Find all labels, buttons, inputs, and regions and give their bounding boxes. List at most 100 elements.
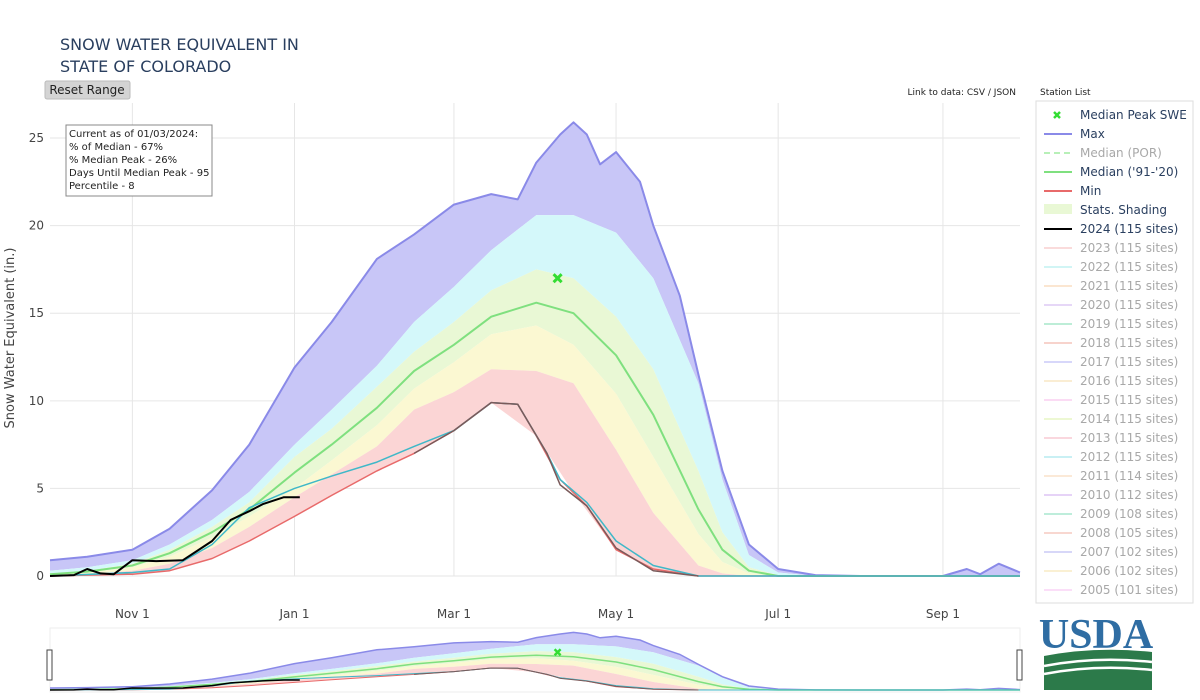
data-link[interactable]: Link to data: CSV / JSON <box>908 88 1016 98</box>
legend-label: 2024 (115 sites) <box>1080 222 1178 236</box>
legend-label: 2005 (101 sites) <box>1080 583 1178 597</box>
x-tick-label: May 1 <box>598 607 634 621</box>
x-tick-labels: Nov 1 Jan 1 Mar 1 May 1 Jul 1 Sep 1 <box>115 607 960 621</box>
legend-item[interactable]: 2023 (115 sites) <box>1044 241 1178 255</box>
reset-range-button[interactable]: Reset Range <box>44 80 131 100</box>
slider-band <box>50 663 1020 690</box>
slider-series-line <box>414 667 699 691</box>
series-lines <box>49 121 1021 577</box>
series-2018-115-sites <box>413 401 699 577</box>
legend-label: 2019 (115 sites) <box>1080 317 1178 331</box>
legend-label: 2012 (115 sites) <box>1080 450 1178 464</box>
legend-item[interactable]: Median (POR) <box>1044 146 1162 160</box>
chart-title-line-1: SNOW WATER EQUIVALENT IN <box>60 35 299 54</box>
x-tick-label: Mar 1 <box>437 607 471 621</box>
legend-box <box>1035 100 1194 604</box>
legend-label: 2020 (115 sites) <box>1080 298 1178 312</box>
markers <box>552 273 563 284</box>
annotation-line-1: Current as of 01/03/2024: <box>69 129 198 140</box>
legend-label: 2018 (115 sites) <box>1080 336 1178 350</box>
x-tick-label: Sep 1 <box>926 607 960 621</box>
legend-label: 2021 (115 sites) <box>1080 279 1178 293</box>
range-slider-preview <box>49 631 1021 691</box>
legend-item[interactable]: 2007 (102 sites) <box>1044 545 1178 559</box>
y-tick-label: 10 <box>29 394 44 408</box>
legend-label: Median Peak SWE <box>1080 108 1187 122</box>
status-annotation: Current as of 01/03/2024: % of Median - … <box>65 124 213 197</box>
chart-title-line-2: STATE OF COLORADO <box>60 57 231 76</box>
annotation-line-5: Percentile - 8 <box>69 181 135 192</box>
legend-label: 2006 (102 sites) <box>1080 564 1178 578</box>
y-tick-label: 25 <box>29 131 44 145</box>
legend-label: 2016 (115 sites) <box>1080 374 1178 388</box>
legend-item[interactable]: Min <box>1044 184 1101 198</box>
legend-item[interactable]: 2010 (112 sites) <box>1044 488 1178 502</box>
band-max <box>50 122 1020 577</box>
y-tick-label: 20 <box>29 219 44 233</box>
usda-logo: USDA <box>1039 612 1154 690</box>
legend-item[interactable]: 2020 (115 sites) <box>1044 298 1178 312</box>
legend-item[interactable]: 2005 (101 sites) <box>1044 583 1178 597</box>
range-slider[interactable] <box>46 627 1023 693</box>
legend-label: Max <box>1080 127 1105 141</box>
band-p30 <box>50 369 1020 576</box>
legend-item[interactable]: 2014 (115 sites) <box>1044 412 1178 426</box>
legend-item[interactable]: 2009 (108 sites) <box>1044 507 1178 521</box>
y-tick-labels: 0 5 10 15 20 25 <box>29 131 44 583</box>
legend-label: 2015 (115 sites) <box>1080 393 1178 407</box>
legend-item[interactable]: 2013 (115 sites) <box>1044 431 1178 445</box>
legend: Median Peak SWE Max Median (POR) Median ('9… <box>1044 108 1187 597</box>
legend-item[interactable]: 2021 (115 sites) <box>1044 279 1178 293</box>
legend-item[interactable]: Median Peak SWE <box>1053 108 1187 122</box>
x-tick-label: Jul 1 <box>764 607 791 621</box>
legend-item[interactable]: Max <box>1044 127 1105 141</box>
annotation-line-4: Days Until Median Peak - 95 <box>69 168 209 179</box>
stat-bands <box>50 122 1020 577</box>
legend-label: 2007 (102 sites) <box>1080 545 1178 559</box>
y-tick-label: 5 <box>36 481 44 495</box>
annotation-line-3: % Median Peak - 26% <box>69 155 177 166</box>
legend-item[interactable]: Stats. Shading <box>1044 203 1167 217</box>
legend-label: Median (POR) <box>1080 146 1162 160</box>
legend-item[interactable]: 2011 (114 sites) <box>1044 469 1178 483</box>
slider-band <box>50 632 1020 690</box>
legend-item[interactable]: 2015 (115 sites) <box>1044 393 1178 407</box>
x-tick-label: Jan 1 <box>279 607 310 621</box>
x-tick-label: Nov 1 <box>115 607 150 621</box>
legend-label: 2022 (115 sites) <box>1080 260 1178 274</box>
slider-series-line <box>49 654 1020 691</box>
slider-series-line <box>49 679 300 691</box>
station-list-label[interactable]: Station List <box>1040 88 1091 98</box>
y-axis-label: Snow Water Equivalent (in.) <box>3 248 18 429</box>
legend-label: 2023 (115 sites) <box>1080 241 1178 255</box>
range-slider-right-handle[interactable] <box>1016 649 1023 681</box>
annotation-line-2: % of Median - 67% <box>69 142 163 153</box>
slider-peak-marker <box>553 648 562 657</box>
y-tick-label: 15 <box>29 306 44 320</box>
legend-item[interactable]: Median ('91-'20) <box>1044 165 1178 179</box>
legend-label: 2010 (112 sites) <box>1080 488 1178 502</box>
legend-label: 2008 (105 sites) <box>1080 526 1178 540</box>
legend-label: 2011 (114 sites) <box>1080 469 1178 483</box>
series-median-91-20 <box>49 301 1020 577</box>
legend-label: 2014 (115 sites) <box>1080 412 1178 426</box>
legend-label: 2013 (115 sites) <box>1080 431 1178 445</box>
legend-item[interactable]: 2012 (115 sites) <box>1044 450 1178 464</box>
legend-label: 2009 (108 sites) <box>1080 507 1178 521</box>
legend-label: 2017 (115 sites) <box>1080 355 1178 369</box>
legend-item[interactable]: 2006 (102 sites) <box>1044 564 1178 578</box>
range-slider-left-handle[interactable] <box>46 649 53 681</box>
legend-label: Min <box>1080 184 1101 198</box>
legend-item[interactable]: 2016 (115 sites) <box>1044 374 1178 388</box>
y-tick-label: 0 <box>36 569 44 583</box>
legend-item[interactable]: 2024 (115 sites) <box>1044 222 1178 236</box>
reset-range-label: Reset Range <box>49 83 124 97</box>
legend-item[interactable]: 2018 (115 sites) <box>1044 336 1178 350</box>
legend-item[interactable]: 2019 (115 sites) <box>1044 317 1178 331</box>
legend-item[interactable]: 2017 (115 sites) <box>1044 355 1178 369</box>
series-2024-115-sites <box>49 496 300 577</box>
legend-item[interactable]: 2008 (105 sites) <box>1044 526 1178 540</box>
legend-item[interactable]: 2022 (115 sites) <box>1044 260 1178 274</box>
legend-label: Stats. Shading <box>1080 203 1167 217</box>
